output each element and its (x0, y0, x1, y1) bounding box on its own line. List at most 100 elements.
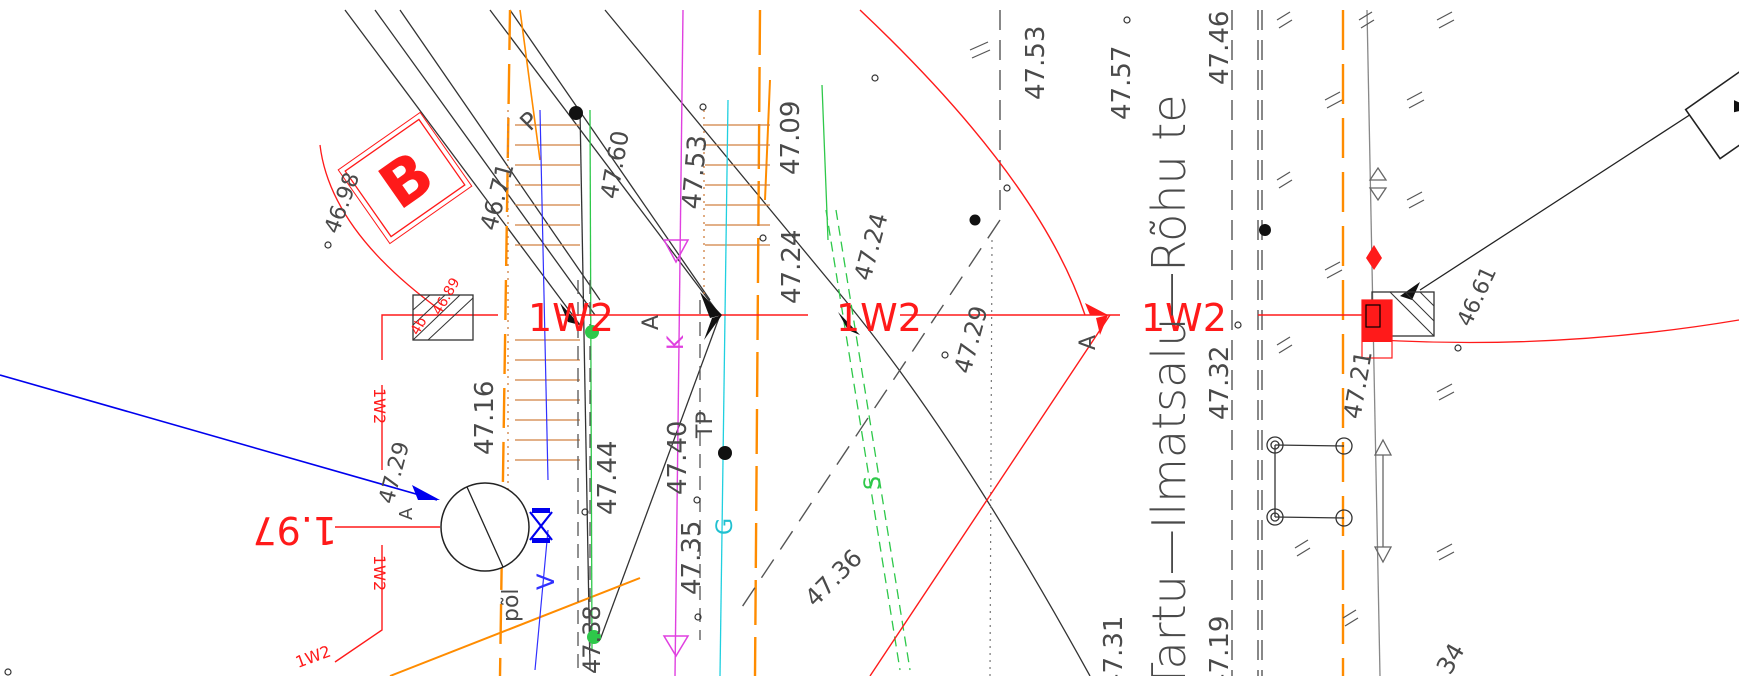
diagonal-line (399, 9, 601, 301)
red-bracket (381, 314, 498, 360)
dashed-line (739, 219, 1001, 611)
leader-arrow (700, 292, 722, 318)
diagonal-line (344, 9, 581, 326)
double-arrows (1368, 166, 1393, 564)
elevation-label: 47.24 (849, 210, 894, 284)
gray-line (1366, 9, 1381, 676)
elevation-label: 47.21 (1338, 349, 1378, 422)
label-pole: põl (499, 588, 524, 622)
elevation-label: 47.19 (1205, 616, 1235, 676)
diagonal-line (374, 9, 596, 316)
small-point (941, 351, 949, 359)
cut-marker-label: 1W2 (528, 296, 614, 340)
survey-point (968, 213, 982, 227)
cut-marker-label: 1W2 (1141, 296, 1227, 340)
cut-dimension: 1.97 (252, 508, 337, 552)
elevation-label: 47.24 (777, 230, 807, 304)
partial-box (1684, 56, 1739, 160)
red-curve (319, 144, 441, 311)
red-diamond (1366, 245, 1382, 270)
elevation-label: 47.35 (677, 521, 707, 595)
small-point (324, 241, 332, 249)
elevation-label: 46.98 (320, 169, 365, 237)
cut-marker-label: 1W2 (370, 388, 389, 424)
small-point (694, 613, 702, 621)
elevation-label: 47.29 (375, 439, 415, 506)
red-curve (1379, 319, 1739, 344)
cut-side-label: A (639, 315, 664, 330)
cut-side-label: A (1076, 335, 1101, 350)
blue-pipe-line (534, 529, 549, 671)
elevation-label: 47.38 (578, 605, 606, 674)
cut-side-label: A (396, 507, 417, 520)
elevation-label: 47.29 (949, 303, 994, 377)
black-leader-line (1419, 104, 1706, 291)
symbols: B (4, 11, 1739, 676)
elevation-label: 47.40 (663, 421, 693, 495)
section-cut-line (560, 282, 1420, 340)
elevation-label: 34 (1431, 639, 1471, 676)
leader-arrow (560, 303, 580, 325)
leader-arrow (704, 315, 722, 340)
elevation-label: 47.60 (595, 129, 635, 202)
cut-marker-label: 1W2 (293, 642, 334, 672)
section-label: B (366, 137, 447, 224)
red-curve (859, 9, 1086, 316)
small-point (1454, 344, 1462, 352)
survey-point (569, 106, 583, 120)
valve-icon (529, 508, 553, 543)
orange-line (389, 577, 641, 676)
elevation-label: 47.53 (1021, 26, 1051, 100)
green-line (589, 109, 593, 651)
green-point (585, 325, 599, 339)
small-point (4, 668, 12, 676)
hatched-box (412, 294, 474, 341)
street-name: Tartu—Ilmatsalu—Rõhu te (1142, 94, 1196, 676)
lamp-post-group (1266, 436, 1353, 527)
small-point (1003, 184, 1011, 192)
diagonal-line (509, 9, 711, 301)
elevation-label: 47.09 (776, 101, 806, 175)
cut-marker-label: 1W2 (370, 555, 389, 591)
hatched-box-right (1361, 245, 1435, 359)
survey-point (1259, 224, 1271, 236)
diagonal-line (489, 9, 721, 316)
diagonal-line (579, 109, 591, 671)
labels: 1W2 1W2 1W2 1W2 1W2 1W2 1.97 A A A Tartu… (252, 11, 1502, 676)
green-dashed-line (825, 209, 901, 671)
survey-lines (0, 9, 1739, 676)
dotted-line (989, 239, 993, 676)
small-point (759, 234, 767, 242)
small-label-4b: 4b (408, 314, 431, 338)
magenta-triangle (662, 239, 690, 264)
road-ticks (969, 11, 1455, 627)
blue-leader-line (0, 374, 438, 501)
manhole-symbol (412, 482, 530, 572)
magenta-triangle (662, 635, 690, 658)
elevation-label: 47.31 (1099, 616, 1129, 676)
small-point (1123, 16, 1131, 24)
label-tp: TP (693, 411, 718, 439)
small-point (581, 508, 589, 516)
leader-arrow (1400, 282, 1420, 300)
elevation-label: 47.57 (1107, 46, 1137, 120)
green-dashed-line (835, 209, 911, 671)
elevation-label: 46.71 (475, 160, 520, 234)
blue-pipe-line (539, 109, 549, 481)
long-diagonal-curve (604, 9, 1091, 676)
pipe-label-k: K (664, 335, 689, 350)
elevation-label: 47.46 (1205, 11, 1235, 85)
blue-arrow (412, 485, 440, 500)
elevation-label: 47.44 (593, 441, 623, 515)
small-point (699, 103, 707, 111)
elevation-label: 47.32 (1205, 346, 1235, 420)
small-point (871, 74, 879, 82)
elevation-label: 46.61 (1453, 263, 1502, 331)
red-bracket (334, 545, 383, 663)
elevation-label: 47.16 (470, 381, 500, 455)
orange-line (764, 79, 771, 201)
magenta-line (674, 9, 684, 676)
red-curve (869, 314, 1111, 676)
small-point (693, 496, 701, 504)
